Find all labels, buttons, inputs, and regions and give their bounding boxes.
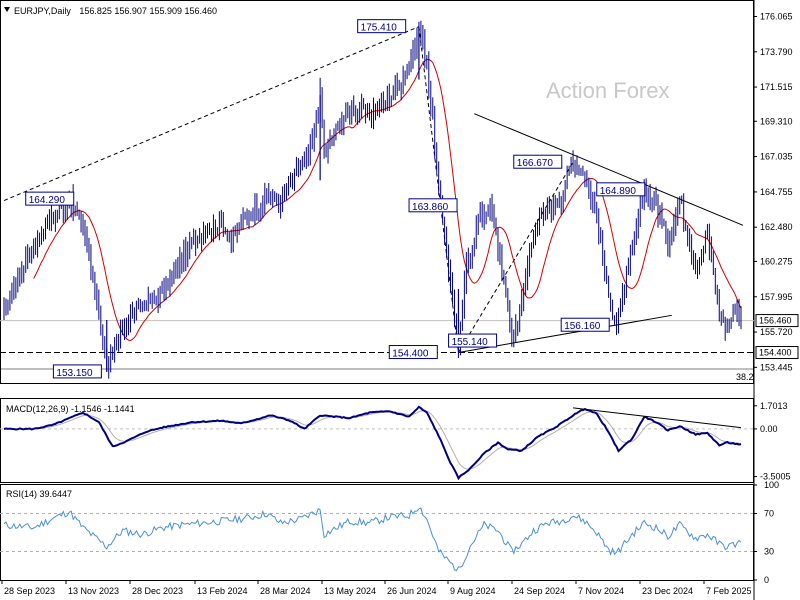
price-tick-label: 167.035: [760, 152, 793, 162]
time-tick-label: 28 Sep 2023: [4, 586, 55, 596]
upper-wedge-trendline: [474, 113, 744, 226]
price-tick-label: 155.720: [760, 327, 793, 337]
price-tick-label: 169.310: [760, 116, 793, 126]
time-tick-label: 23 Dec 2024: [642, 586, 693, 596]
price-tick-label: 162.480: [760, 222, 793, 232]
price-tick-label: 153.445: [760, 362, 793, 372]
time-axis: 28 Sep 2023 13 Nov 2023 28 Dec 2023 13 Feb …: [1, 580, 752, 596]
price-labels-layer: 175.410 164.290 153.150 163.860 154.400 155.1…: [25, 19, 646, 379]
price-tag: 156.460: [759, 316, 792, 326]
price-label: 156.160: [564, 321, 601, 332]
symbol-header: EURJPY,Daily 156.825 156.907 155.909 156…: [14, 6, 217, 16]
price-label-box: [448, 333, 498, 348]
price-label: 175.410: [361, 23, 398, 34]
dashed-rebound-trendline: [458, 161, 574, 353]
price-label-box: [52, 364, 102, 379]
price-tick-label: 157.995: [760, 292, 793, 302]
price-label-box: [388, 345, 438, 360]
price-label-box: [25, 191, 75, 206]
time-tick-label: 24 Sep 2024: [514, 586, 565, 596]
rsi-line: [3, 507, 742, 572]
candles-layer: [3, 20, 742, 379]
time-tick-label: 28 Mar 2024: [260, 586, 311, 596]
macd-axis: 1.7013 0.00 -3.5005: [754, 401, 791, 482]
dashed-rising-trendline: [3, 26, 420, 201]
rsi-tick-label: 70: [764, 509, 774, 519]
macd-header: MACD(12,26,9) -1.1546 -1.1441: [6, 404, 135, 414]
macd-tick-label: -3.5005: [760, 472, 791, 482]
price-label: 163.860: [412, 202, 449, 213]
price-label-box: [357, 19, 407, 34]
price-axis: 176.065 173.790 171.515 169.310 167.035 164.7…: [754, 12, 799, 372]
rsi-tick-label: 0: [764, 575, 769, 585]
price-label: 155.140: [452, 337, 489, 348]
price-grid: 38.2: [0, 320, 754, 382]
time-tick-label: 28 Dec 2023: [132, 586, 183, 596]
rsi-pane: [0, 484, 754, 581]
time-tick-label: 7 Nov 2024: [578, 586, 624, 596]
rsi-header: RSI(14) 39.6447: [6, 489, 72, 499]
rsi-tick-label: 30: [764, 547, 774, 557]
price-label: 153.150: [56, 368, 93, 379]
price-tick-label: 160.275: [760, 256, 793, 266]
price-tag: 154.400: [759, 348, 792, 358]
price-tag-box: [755, 314, 799, 328]
price-label-box: [408, 198, 458, 213]
macd-layer: [0, 405, 754, 481]
rsi-layer: [0, 507, 754, 572]
price-label-box: [596, 182, 646, 197]
macd-line: [3, 405, 742, 481]
time-tick-label: 26 Jun 2024: [387, 586, 437, 596]
price-tick-label: 164.755: [760, 187, 793, 197]
rsi-tick-label: 100: [764, 480, 779, 490]
price-label-box: [560, 317, 610, 332]
price-tick-label: 176.065: [760, 12, 793, 22]
time-tick-label: 13 May 2024: [324, 586, 376, 596]
symbol-label: EURJPY,Daily: [14, 6, 71, 16]
rsi-axis: 100 70 30 0: [754, 480, 779, 585]
time-tick-label: 9 Aug 2024: [450, 586, 496, 596]
price-label: 164.290: [29, 195, 66, 206]
ohlc-values: 156.825 156.907 155.909 156.460: [79, 6, 217, 16]
time-tick-label: 13 Feb 2024: [197, 586, 248, 596]
collapse-arrow-icon[interactable]: [4, 7, 10, 12]
price-tick-label: 173.790: [760, 47, 793, 57]
time-tick-label: 7 Feb 2025: [706, 586, 752, 596]
macd-tick-label: 0.00: [760, 424, 778, 434]
macd-tick-label: 1.7013: [760, 401, 788, 411]
price-label: 154.400: [392, 349, 429, 360]
price-label-box: [513, 154, 563, 169]
macd-trendline: [572, 407, 742, 429]
price-label: 164.890: [600, 186, 637, 197]
fib-label: 38.2: [736, 372, 754, 382]
price-tag-box: [755, 346, 799, 360]
price-label: 166.670: [517, 158, 554, 169]
price-tick-label: 171.515: [760, 82, 793, 92]
watermark: Action Forex: [546, 78, 670, 103]
time-tick-label: 13 Nov 2023: [68, 586, 119, 596]
